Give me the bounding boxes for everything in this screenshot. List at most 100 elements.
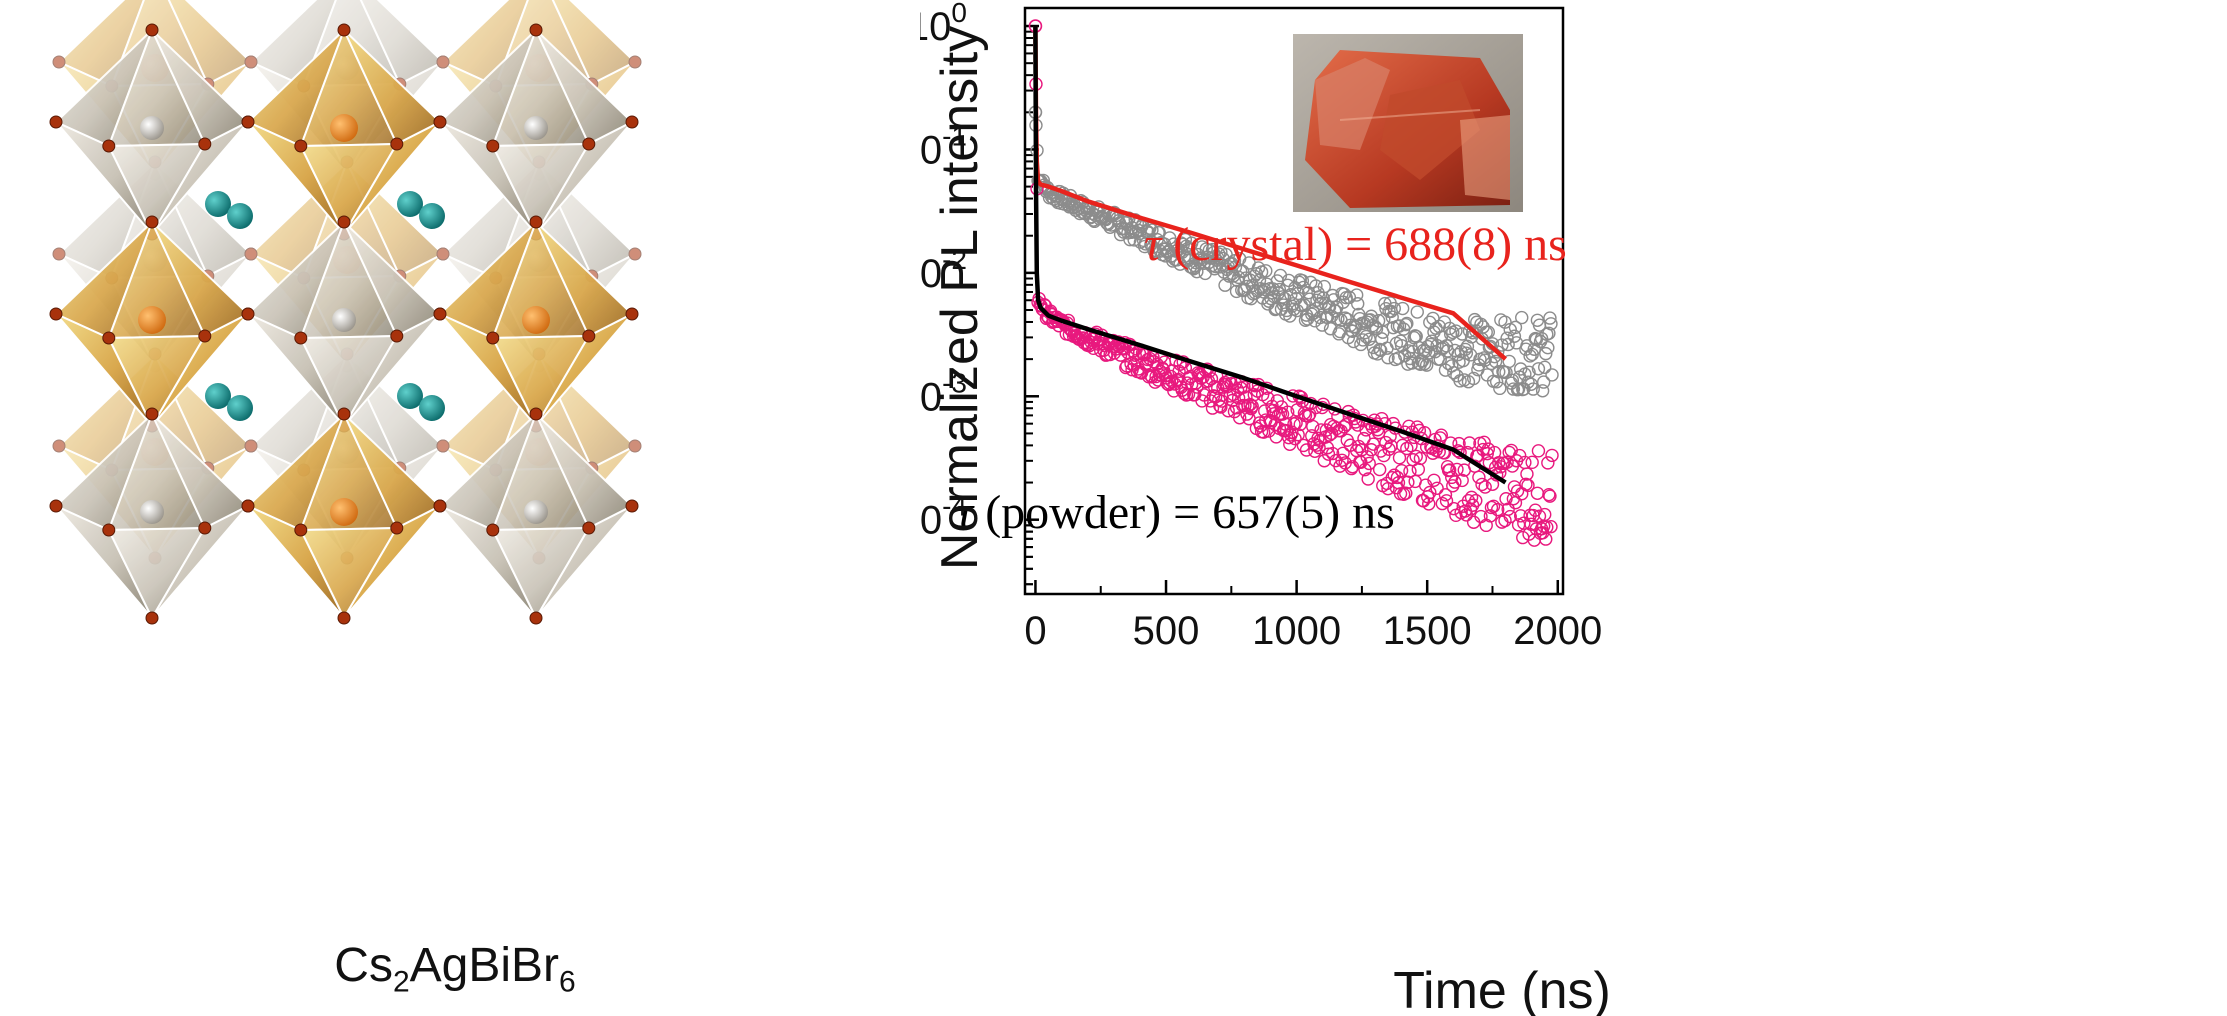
data-point	[1239, 390, 1253, 404]
data-point	[1542, 487, 1556, 502]
data-point	[1275, 290, 1290, 304]
y-tick-exponent: -4	[942, 491, 967, 522]
br-atom	[294, 523, 308, 537]
data-point	[1399, 317, 1413, 332]
data-point	[1310, 293, 1324, 308]
data-point	[1279, 424, 1294, 438]
br-atom	[198, 329, 212, 343]
crystal-structure-illustration	[49, 0, 642, 625]
data-point	[1472, 470, 1486, 484]
data-point	[1349, 288, 1364, 302]
data-point	[1439, 339, 1454, 353]
data-point	[1404, 438, 1418, 453]
data-point	[1535, 384, 1550, 398]
data-point	[1531, 362, 1546, 376]
formula-subscript-2: 6	[559, 965, 576, 999]
data-point	[1452, 436, 1466, 451]
y-tick-label: 10-3	[920, 367, 967, 419]
br-atom	[625, 499, 639, 513]
br-atom	[241, 307, 255, 321]
data-point	[1325, 446, 1340, 461]
y-axis-title: Normalized PL intensity	[931, 26, 989, 570]
data-point	[1517, 382, 1531, 396]
data-point	[1395, 438, 1410, 453]
powder-tau-symbol: τ	[956, 486, 975, 539]
formula-subscript-1: 2	[392, 965, 410, 999]
data-point	[1461, 494, 1476, 508]
data-point	[1306, 419, 1320, 434]
data-point	[1342, 290, 1357, 305]
data-point	[1381, 351, 1395, 365]
y-tick-label: 10-2	[920, 244, 967, 296]
data-point	[1394, 463, 1409, 478]
data-point	[1543, 489, 1557, 503]
data-point	[1371, 314, 1386, 328]
data-point	[1366, 437, 1381, 451]
br-atom	[244, 55, 258, 69]
data-point	[1462, 436, 1477, 450]
data-point	[1515, 310, 1529, 325]
br-atom	[390, 521, 404, 535]
data-point	[1433, 352, 1447, 367]
data-point	[1427, 473, 1441, 487]
cs-atom	[419, 395, 445, 421]
br-atom	[337, 215, 351, 229]
data-point	[1506, 382, 1521, 396]
crystal-photo-inset	[1293, 34, 1523, 212]
br-atom	[390, 329, 404, 343]
data-point	[1486, 499, 1501, 514]
powder-tau-text: (powder) = 657(5) ns	[973, 486, 1395, 539]
cs-atom-pair	[205, 383, 253, 421]
data-point	[1344, 461, 1359, 476]
br-atom	[337, 407, 351, 421]
data-point	[1484, 500, 1499, 515]
formula-base: Cs	[334, 939, 393, 992]
data-point	[1475, 477, 1489, 492]
data-point	[1308, 444, 1322, 458]
data-point	[1538, 360, 1552, 375]
data-point	[1521, 478, 1535, 493]
data-point	[1113, 348, 1128, 362]
bi-atom	[138, 306, 166, 334]
data-point	[1362, 456, 1376, 471]
data-point	[1541, 456, 1555, 470]
data-point	[1413, 451, 1428, 466]
data-point	[1423, 485, 1437, 500]
data-point	[1464, 490, 1479, 505]
data-point	[1181, 387, 1196, 402]
data-point	[1392, 451, 1407, 465]
data-point	[1162, 376, 1177, 390]
data-point	[1132, 226, 1147, 241]
data-point	[1526, 382, 1540, 396]
data-point	[1539, 346, 1553, 361]
y-tick-base: 10	[920, 499, 942, 543]
data-point	[1230, 383, 1245, 397]
data-point	[1281, 405, 1295, 419]
data-point	[1491, 345, 1505, 359]
data-point	[1479, 518, 1493, 533]
data-point	[1430, 481, 1444, 496]
y-tick-base: 10	[920, 5, 951, 49]
y-tick-base: 10	[920, 375, 942, 419]
br-atom	[49, 499, 63, 513]
ag-atom	[332, 308, 356, 332]
ag-atom	[140, 116, 164, 140]
data-point	[1448, 475, 1462, 489]
cs-atom-pair	[397, 191, 445, 229]
br-atom	[241, 115, 255, 129]
data-point	[1545, 448, 1559, 463]
cs-atom	[205, 383, 231, 409]
br-atom	[625, 307, 639, 321]
data-point	[1493, 381, 1507, 396]
data-point	[1335, 453, 1349, 468]
data-point	[1178, 232, 1193, 247]
br-atom	[486, 331, 500, 345]
data-point	[1512, 448, 1527, 463]
data-point	[1156, 362, 1171, 377]
data-point	[1395, 301, 1410, 316]
data-point	[1480, 446, 1494, 461]
powder-lifetime-annotation: τ (powder) = 657(5) ns	[956, 486, 1395, 539]
data-markers	[1028, 19, 1559, 547]
x-axis-ticks: 0 500 1000 1500 2000	[1024, 580, 1602, 653]
ag-octahedron	[433, 23, 639, 241]
